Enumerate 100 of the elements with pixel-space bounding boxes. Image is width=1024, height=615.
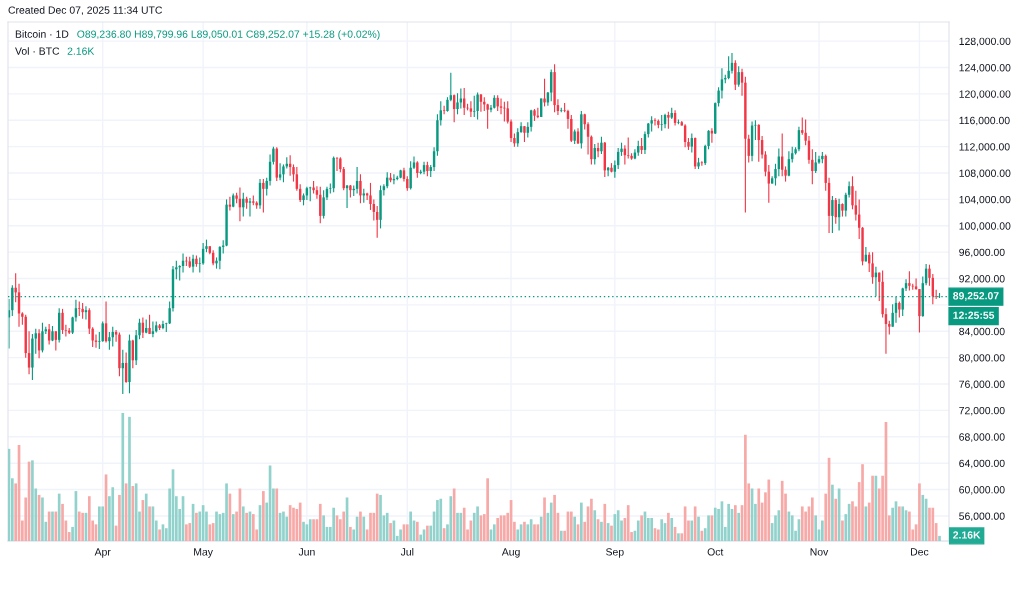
bar [292, 507, 295, 541]
bar [590, 498, 593, 541]
bar [349, 526, 352, 541]
y-tick-label: 92,000.00 [959, 275, 1005, 284]
bar [938, 535, 941, 541]
bar [690, 520, 694, 541]
bar [670, 517, 674, 541]
y-tick-label: 128,000.00 [959, 37, 1011, 47]
bar [780, 480, 784, 541]
candlestick [700, 160, 704, 167]
candlestick [442, 105, 446, 115]
x-tick-label: Sep [606, 548, 624, 558]
bar [660, 519, 664, 541]
x-tick-label: May [194, 548, 213, 558]
candlestick [499, 97, 503, 115]
bar [426, 525, 429, 541]
bar [188, 523, 192, 541]
candlestick [463, 87, 466, 116]
candlestick [908, 270, 911, 291]
bar [436, 500, 439, 541]
bar [81, 512, 84, 541]
bar [908, 511, 911, 541]
bar [503, 515, 506, 541]
bar [399, 529, 402, 541]
bar [318, 503, 322, 541]
bar [231, 514, 235, 541]
bar [332, 507, 335, 541]
candlestick [409, 160, 412, 191]
bar [636, 520, 640, 541]
y-tick-label: 124,000.00 [959, 64, 1011, 73]
bar [539, 516, 543, 541]
bar [312, 519, 315, 541]
text: Bitcoin · 1D [15, 30, 69, 38]
bar [898, 506, 901, 541]
y-tick-label: 76,000.00 [959, 380, 1005, 390]
bar [693, 506, 697, 541]
y-tick-label: 112,000.00 [959, 143, 1010, 152]
y-tick-label: 80,000.00 [959, 354, 1005, 363]
annotation: 2.16K [67, 47, 95, 55]
candlestick [41, 322, 44, 353]
bar [31, 460, 34, 541]
bar [928, 507, 931, 541]
y-tick-label: 68,000.00 [959, 433, 1005, 442]
bar [593, 510, 597, 541]
bar [810, 497, 814, 541]
bar [144, 493, 148, 541]
bar [101, 506, 105, 541]
bar [54, 511, 58, 541]
bar [841, 520, 844, 541]
candlestick [61, 308, 64, 335]
bar [733, 505, 737, 541]
bar [667, 512, 670, 541]
x-tick-label: Jul [400, 547, 414, 556]
bar [282, 511, 285, 541]
y-tick-label: 84,000.00 [959, 327, 1005, 337]
bar [362, 516, 366, 541]
bar [492, 524, 496, 541]
bar [245, 512, 248, 541]
bar [533, 524, 536, 541]
bar [744, 434, 747, 541]
candlestick [476, 92, 479, 121]
bar [195, 512, 198, 541]
x-tick-label: Nov [810, 548, 829, 556]
bar [77, 511, 81, 541]
bar [452, 488, 456, 541]
bar [111, 487, 115, 541]
bar [610, 525, 613, 541]
text: Created Dec 07, 2025 11:34 UTC [8, 6, 163, 16]
bar [580, 502, 583, 541]
bar [449, 496, 453, 541]
candlestick [51, 325, 54, 342]
bar [861, 464, 864, 541]
x-tick-label: Apr [94, 548, 111, 558]
candlestick [871, 251, 874, 285]
bar [409, 511, 412, 541]
candlestick [610, 162, 613, 173]
bar [389, 523, 392, 541]
bar [901, 506, 905, 541]
bar [121, 413, 125, 541]
candlestick [379, 184, 382, 229]
bar [369, 512, 372, 541]
candlestick [627, 136, 630, 160]
bar [559, 530, 563, 541]
text: 12:25:55 [953, 311, 995, 319]
bar [657, 529, 660, 541]
annotation: O89,236.80 H89,799.96 L89,050.01 C89,252.07 +15.28 (+0.02%) [77, 30, 380, 40]
bar [831, 484, 834, 541]
bar [342, 511, 346, 541]
y-tick-label: 96,000.00 [959, 248, 1005, 258]
bar [800, 506, 804, 541]
bar [549, 502, 553, 541]
bar [626, 505, 630, 541]
bar [359, 511, 362, 541]
bar [640, 515, 643, 541]
candlestick [737, 65, 740, 88]
bar [600, 521, 603, 541]
candlestick [854, 190, 858, 222]
y-tick-label: 104,000.00 [959, 195, 1011, 205]
candlestick [148, 314, 151, 335]
bar [308, 519, 312, 541]
